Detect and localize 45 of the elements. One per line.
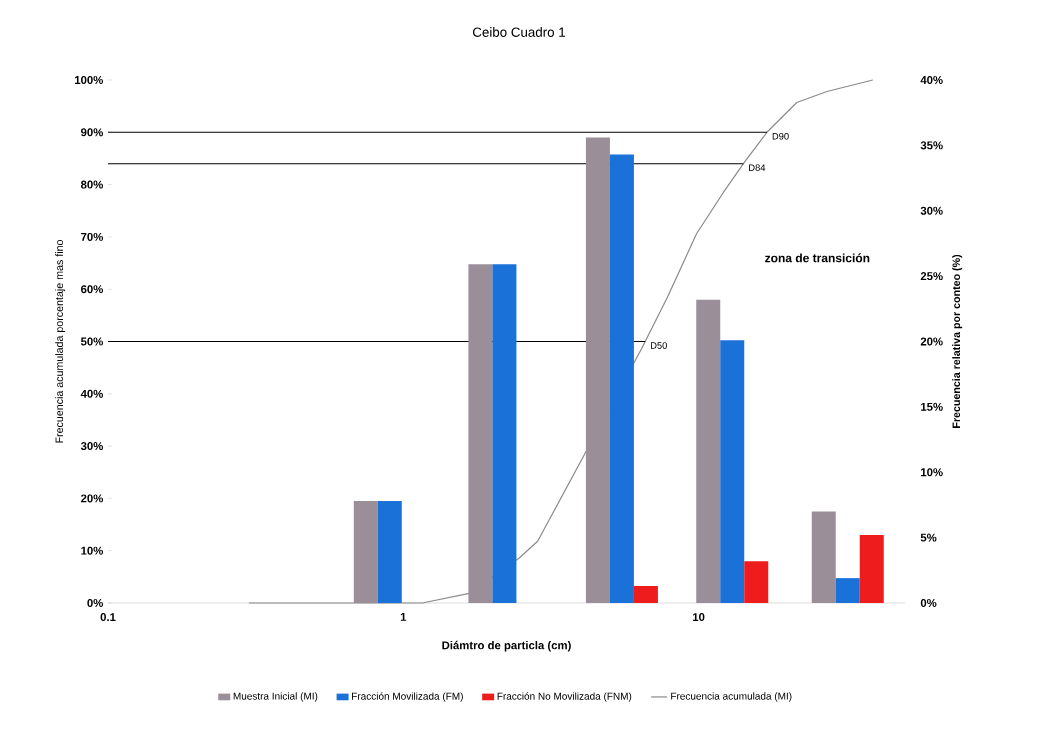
y2-axis-title: Frecuencia relativa por conteo (%) xyxy=(952,254,963,428)
y2-tick-label: 15% xyxy=(921,402,943,411)
y2-tick-label: 20% xyxy=(920,337,943,346)
y-tick-label: 40% xyxy=(80,389,103,398)
chart-title: Ceibo Cuadro 1 xyxy=(472,27,566,37)
y2-tick-label: 30% xyxy=(920,206,943,215)
y-tick-label: 100% xyxy=(75,75,103,84)
y-tick-label: 90% xyxy=(81,128,103,137)
y-tick-label: 80% xyxy=(80,180,103,189)
x-axis-title: Diámtro de particla (cm) xyxy=(442,640,571,652)
legend-label: Fracción No Movilizada (FNM) xyxy=(497,692,632,702)
y-tick-label: 50% xyxy=(80,337,103,346)
bar xyxy=(859,535,884,603)
bar xyxy=(744,561,769,603)
bar xyxy=(492,264,517,603)
legend-label: Fracción Movilizada (FM) xyxy=(352,692,463,702)
x-tick-label: 10 xyxy=(693,613,705,622)
y-tick-label: 10% xyxy=(81,546,103,555)
y-tick-label: 30% xyxy=(80,442,103,451)
y-axis-title: Frecuencia acumulada porcentaje mas fino xyxy=(55,240,66,443)
ref-line-label: D90 xyxy=(772,133,789,140)
bar xyxy=(696,299,721,603)
bar xyxy=(811,511,836,603)
y2-tick-label: 0% xyxy=(920,598,937,607)
legend-label: Muestra Inicial (MI) xyxy=(233,692,318,702)
annotation: zona de transición xyxy=(765,253,870,263)
y-tick-label: 70% xyxy=(81,232,103,241)
x-tick-label: 1 xyxy=(400,613,407,621)
y2-tick-label: 10% xyxy=(921,468,943,477)
y-tick-label: 0% xyxy=(87,598,103,607)
y-tick-label: 20% xyxy=(81,494,103,503)
ref-line-label: D50 xyxy=(650,342,667,349)
y2-tick-label: 40% xyxy=(920,75,943,84)
legend-label: Frecuencia acumulada (MI) xyxy=(671,692,792,702)
ref-line-label: D84 xyxy=(749,164,766,171)
bar xyxy=(377,501,402,603)
bar xyxy=(468,264,493,603)
bar xyxy=(353,501,378,603)
y-tick-label: 60% xyxy=(81,285,103,294)
x-tick-label: 0.1 xyxy=(100,613,116,622)
bar xyxy=(835,578,860,603)
y2-tick-label: 25% xyxy=(920,272,943,281)
y2-tick-label: 5% xyxy=(920,533,937,542)
bar xyxy=(720,340,745,603)
y2-tick-label: 35% xyxy=(920,141,943,150)
